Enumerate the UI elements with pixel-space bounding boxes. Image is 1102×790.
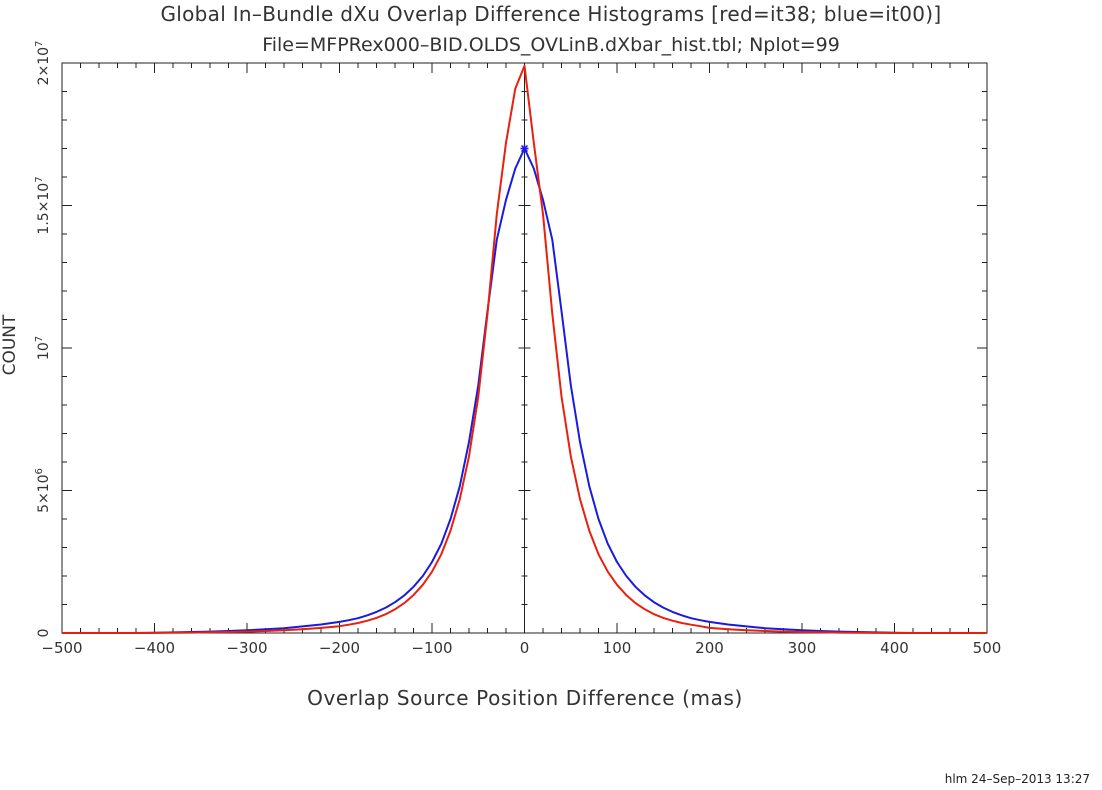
series-layer: [62, 64, 987, 634]
x-tick-label: −500: [41, 639, 82, 657]
y-tick-label: 107: [34, 336, 52, 360]
x-tick-label: 300: [788, 639, 817, 657]
x-tick-label: 200: [695, 639, 724, 657]
axes-layer: [61, 62, 988, 634]
y-tick-label: 2×107: [34, 41, 52, 86]
x-tick-label: 400: [880, 639, 909, 657]
y-tick-label: 0: [36, 629, 52, 638]
x-axis-label: Overlap Source Position Difference (mas): [307, 686, 743, 710]
chart-title: Global In–Bundle dXu Overlap Difference …: [160, 2, 942, 26]
x-tick-label: −200: [319, 639, 360, 657]
x-tick-label: 500: [973, 639, 1002, 657]
tick-labels: −500 −400 −300 −200 −100 0 100 200 300 400 500 0 5×1…: [34, 41, 1001, 657]
chart-subtitle: File=MFPRex000–BID.OLDS_OVLinB.dXbar_his…: [262, 34, 840, 56]
y-tick-label: 1.5×107: [34, 176, 52, 234]
y-axis-label: COUNT: [0, 314, 20, 376]
timestamp-footer: hlm 24–Sep–2013 13:27: [944, 772, 1090, 786]
x-tick-label: 100: [603, 639, 632, 657]
blue-peak-marker: [520, 144, 529, 153]
series-line-red: [62, 64, 987, 634]
x-tick-label: −400: [134, 639, 175, 657]
x-tick-label: 0: [520, 639, 530, 657]
x-tick-label: −100: [411, 639, 452, 657]
y-tick-label: 5×106: [34, 468, 52, 513]
x-tick-label: −300: [226, 639, 267, 657]
